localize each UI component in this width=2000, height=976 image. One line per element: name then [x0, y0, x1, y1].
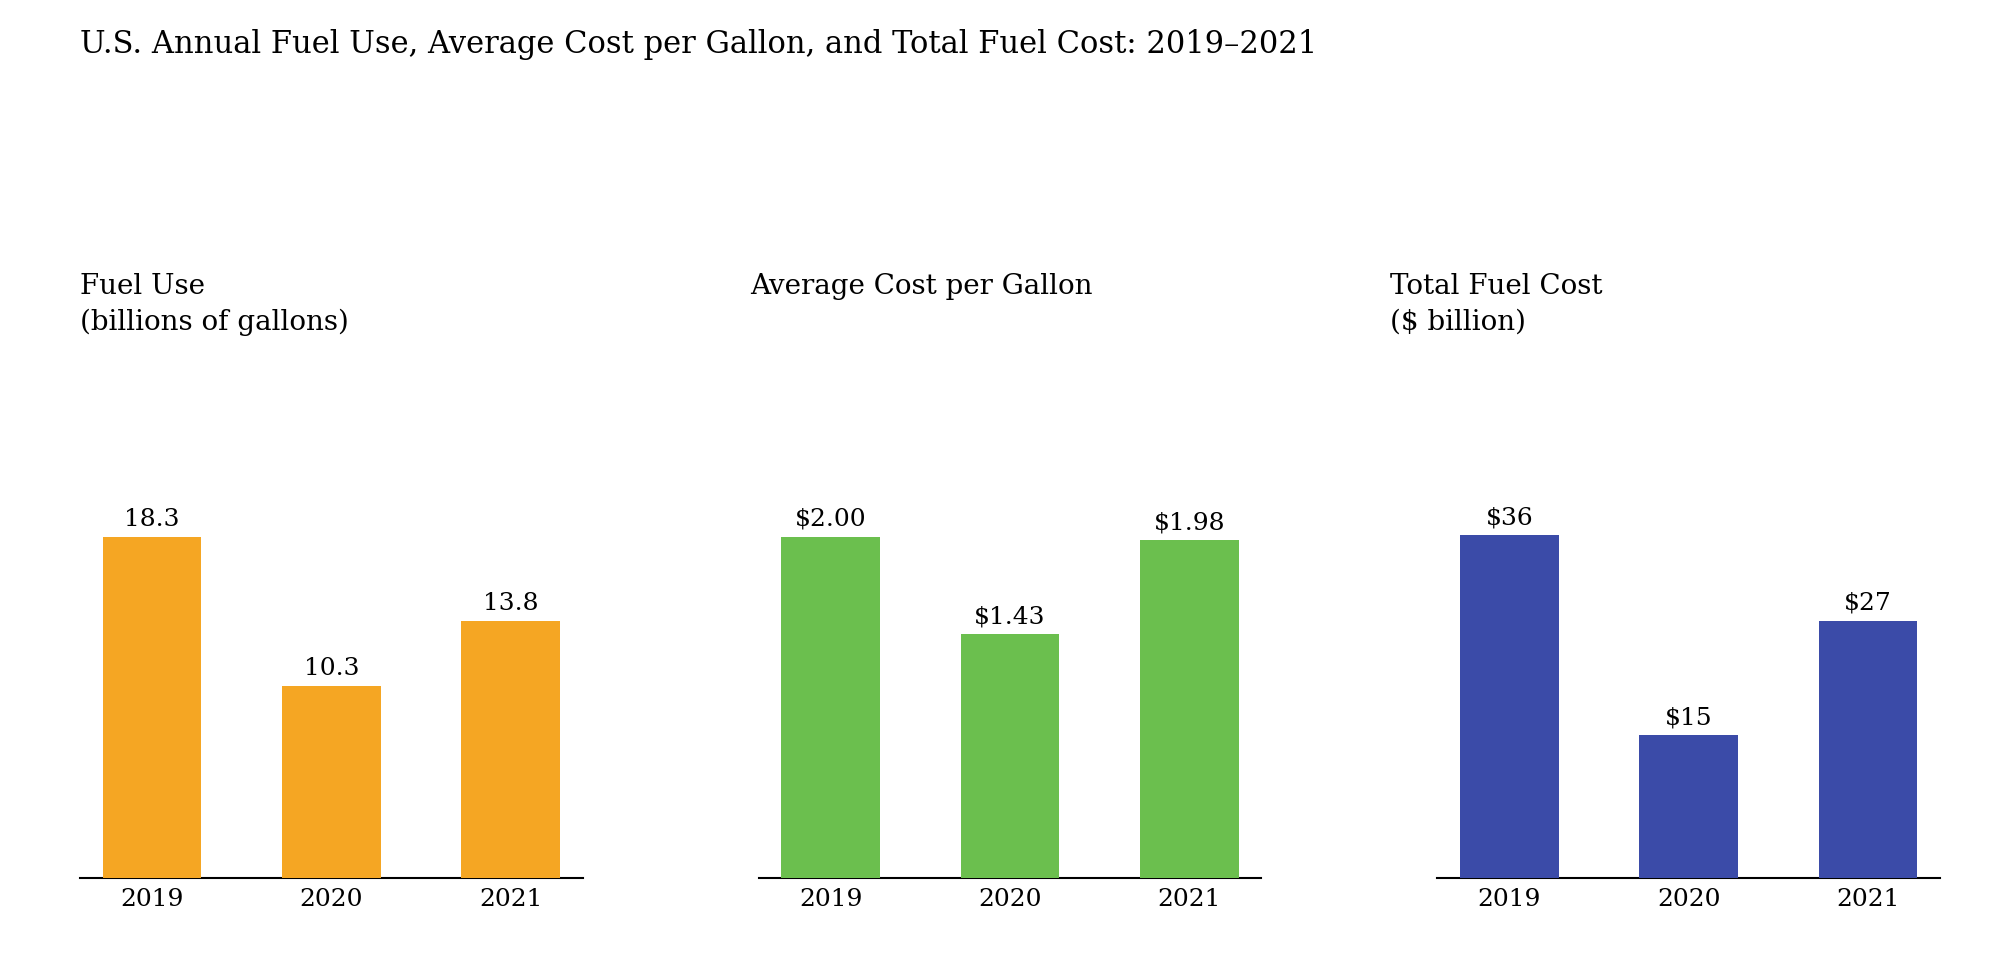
- Bar: [282, 686, 380, 878]
- Text: Total Fuel Cost
($ billion): Total Fuel Cost ($ billion): [1390, 273, 1602, 336]
- Bar: [102, 538, 202, 878]
- Text: $15: $15: [1664, 707, 1712, 729]
- Bar: [462, 622, 560, 878]
- Text: 18.3: 18.3: [124, 508, 180, 531]
- Bar: [1140, 540, 1238, 878]
- Bar: [782, 537, 880, 878]
- Text: U.S. Annual Fuel Use, Average Cost per Gallon, and Total Fuel Cost: 2019–2021: U.S. Annual Fuel Use, Average Cost per G…: [80, 29, 1318, 61]
- Bar: [1640, 735, 1738, 878]
- Text: Fuel Use
(billions of gallons): Fuel Use (billions of gallons): [80, 273, 348, 336]
- Bar: [960, 634, 1060, 878]
- Text: Average Cost per Gallon: Average Cost per Gallon: [750, 273, 1092, 301]
- Text: 13.8: 13.8: [482, 592, 538, 615]
- Text: 10.3: 10.3: [304, 657, 360, 680]
- Bar: [1818, 621, 1918, 878]
- Text: $1.43: $1.43: [974, 605, 1046, 628]
- Text: $36: $36: [1486, 507, 1534, 529]
- Bar: [1460, 535, 1558, 878]
- Text: $27: $27: [1844, 591, 1892, 615]
- Text: $2.00: $2.00: [794, 508, 866, 531]
- Text: $1.98: $1.98: [1154, 511, 1224, 534]
